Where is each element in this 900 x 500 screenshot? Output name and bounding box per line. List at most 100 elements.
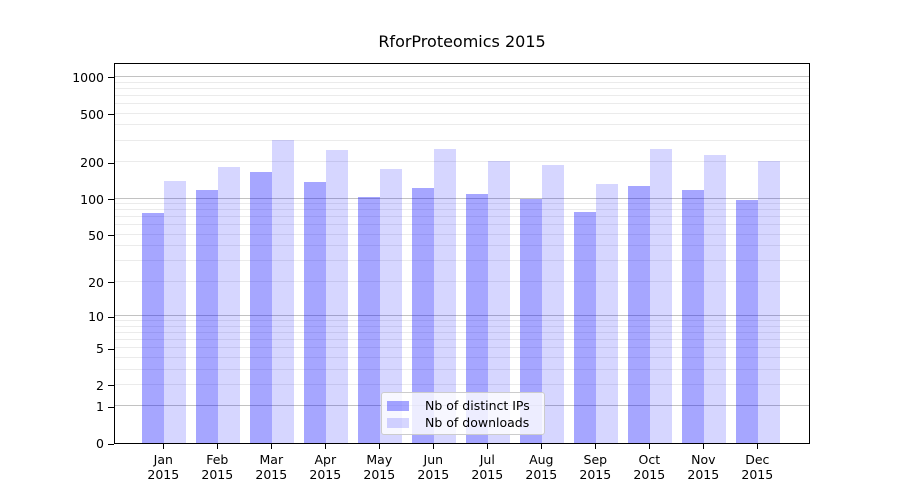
plot-area [114,63,810,444]
gridline-major-100 [115,197,809,199]
bar-jul-downloads [488,161,511,443]
gridline-minor-40 [115,245,809,247]
x-tick-apr [324,444,326,449]
x-tick-sep [594,444,596,449]
x-label-month: Jun [423,452,444,467]
y-tick-200 [108,162,114,164]
gridline-minor-8 [115,325,809,327]
y-tick-label-10: 10 [88,309,104,324]
gridline-minor-900 [115,81,809,83]
y-tick-label-0: 0 [96,436,104,451]
x-tick-label-dec: Dec 2015 [730,452,784,482]
bar-dec-distinct-ips [736,199,759,443]
x-tick-jul [486,444,488,449]
y-tick-label-1: 1 [96,399,104,415]
bar-jan-distinct-ips [142,212,165,443]
gridline-minor-500 [115,112,809,114]
x-label-year: 2015 [633,467,666,482]
y-tick-1 [108,406,114,408]
x-tick-label-jun: Jun 2015 [406,452,460,482]
bar-mar-distinct-ips [250,171,273,443]
x-tick-nov [702,444,704,449]
gridline-minor-80 [115,209,809,211]
gridline-minor-700 [115,94,809,96]
gridline-minor-20 [115,280,809,282]
x-label-year: 2015 [525,467,558,482]
x-label-year: 2015 [309,467,342,482]
x-label-month: Dec [745,452,770,467]
gridline-minor-5 [115,347,809,349]
y-tick-2 [108,385,114,387]
x-tick-oct [648,444,650,449]
y-tick-label-20: 20 [88,274,104,290]
x-label-year: 2015 [255,467,288,482]
x-label-year: 2015 [147,467,180,482]
bar-nov-distinct-ips [682,190,705,443]
x-tick-mar [270,444,272,449]
x-label-month: Mar [259,452,284,467]
x-label-month: Nov [691,452,716,467]
legend-swatch-downloads [387,417,409,428]
chart-title: RforProteomics 2015 [378,32,546,51]
gridline-minor-300 [115,139,809,141]
legend-item-distinct-ips: Nb of distinct IPs [387,398,537,413]
bar-nov-downloads [704,155,727,443]
x-label-month: Aug [529,452,554,467]
gridline-minor-90 [115,203,809,204]
bar-aug-downloads [542,165,565,443]
gridline-minor-70 [115,216,809,218]
y-tick-label-200: 200 [80,155,104,170]
x-tick-jun [432,444,434,449]
x-tick-label-jan: Jan 2015 [136,452,190,482]
y-tick-100 [108,199,114,200]
bar-feb-downloads [218,167,241,443]
bar-dec-downloads [758,161,781,443]
x-label-year: 2015 [363,467,396,482]
x-tick-label-oct: Oct 2015 [622,452,676,482]
bar-may-downloads [380,168,403,443]
x-label-year: 2015 [579,467,612,482]
bar-sep-downloads [596,183,619,443]
bar-oct-downloads [650,148,673,443]
x-tick-jan [162,444,164,449]
y-tick-label-5: 5 [96,341,104,357]
x-tick-label-aug: Aug 2015 [514,452,568,482]
bar-mar-downloads [272,139,295,443]
gridline-major-1000 [115,75,809,77]
bar-may-distinct-ips [358,197,381,443]
x-label-year: 2015 [201,467,234,482]
legend-label-downloads: Nb of downloads [425,415,530,430]
bar-apr-distinct-ips [304,181,327,443]
x-tick-label-jul: Jul 2015 [460,452,514,482]
x-label-month: May [366,452,393,467]
y-tick-20 [108,282,114,284]
x-label-year: 2015 [741,467,774,482]
bar-aug-distinct-ips [520,198,543,443]
bar-jul-distinct-ips [466,194,489,443]
x-label-year: 2015 [687,467,720,482]
y-tick-500 [108,114,114,116]
x-label-month: Apr [314,452,337,467]
bar-oct-distinct-ips [628,185,651,443]
legend: Nb of distinct IPs Nb of downloads [381,392,545,435]
x-label-month: Sep [583,452,608,467]
bar-apr-downloads [326,150,349,443]
gridline-minor-4 [115,356,809,358]
x-tick-label-sep: Sep 2015 [568,452,622,482]
gridline-minor-600 [115,103,809,104]
y-tick-label-1000: 1000 [72,69,104,85]
x-label-year: 2015 [471,467,504,482]
x-label-year: 2015 [417,467,450,482]
gridline-minor-7 [115,331,809,333]
legend-item-downloads: Nb of downloads [387,415,537,430]
y-tick-5 [108,348,114,350]
legend-swatch-distinct-ips [387,400,409,411]
gridline-minor-200 [115,161,809,162]
x-label-month: Oct [638,452,661,467]
x-tick-aug [540,444,542,449]
gridline-minor-9 [115,320,809,321]
bar-jun-distinct-ips [412,187,435,443]
x-label-month: Jul [479,452,495,467]
gridline-minor-800 [115,87,809,89]
